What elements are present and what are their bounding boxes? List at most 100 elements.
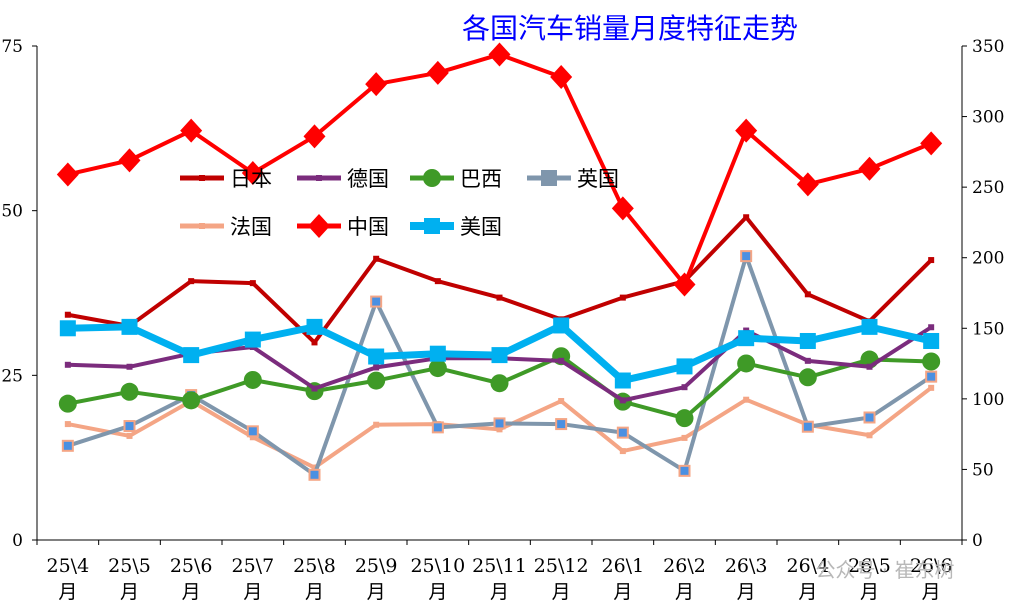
series-英国-point — [308, 468, 321, 481]
y-right-tick-label: 200 — [972, 249, 1004, 269]
series-法国-point — [619, 448, 626, 455]
chart-title: 各国汽车销量月度特征走势 — [462, 12, 798, 45]
series-中国-point — [118, 148, 141, 173]
series-巴西-point — [243, 370, 262, 389]
y-right-tick-label: 100 — [972, 390, 1004, 410]
series-美国-point — [59, 320, 76, 337]
series-德国-point — [619, 397, 626, 404]
series-中国-point — [735, 118, 758, 143]
series-美国-point — [244, 331, 261, 348]
legend-德国-point — [316, 175, 322, 181]
x-tick-label: 25\7 — [231, 555, 274, 577]
series-法国-point — [866, 432, 873, 439]
series-德国-point — [866, 363, 873, 370]
axes: 0 25 50 75 0 50 100 150 200 250 300 350 25\4 月 25\5 月 25… — [1, 37, 1004, 603]
x-tick-label: 26\5 — [848, 555, 891, 577]
x-tick-label-line2: 月 — [58, 581, 77, 603]
series-中国-point — [426, 60, 449, 85]
series-法国-point — [928, 384, 935, 391]
legend-item-日本: 日本 — [180, 167, 272, 191]
x-tick-label: 25\12 — [534, 555, 589, 577]
series-中国-point — [673, 272, 696, 297]
series-巴西-point — [182, 391, 201, 410]
series-日本-point — [434, 278, 441, 285]
legend-label: 日本 — [230, 167, 272, 191]
series-日本-point — [743, 214, 750, 221]
series-中国-point — [796, 172, 819, 197]
series-日本-point — [804, 291, 811, 298]
y-right-tick-label: 50 — [972, 460, 994, 480]
series-美国-point — [614, 372, 631, 389]
x-tick-label-line2: 月 — [243, 581, 262, 603]
series-法国-point — [311, 464, 318, 471]
legend-item-美国: 美国 — [410, 215, 502, 239]
series-英国 — [61, 250, 938, 481]
legend-item-巴西: 巴西 — [410, 167, 502, 191]
legend-item-中国: 中国 — [297, 214, 389, 239]
x-tick-label-line2: 月 — [182, 581, 201, 603]
series-美国-point — [799, 332, 816, 349]
x-tick-label-line2: 月 — [367, 581, 386, 603]
series-日本-point — [188, 278, 195, 285]
y-right-tick-label: 350 — [972, 37, 1004, 57]
series-中国-point — [180, 118, 203, 143]
series-美国-point — [491, 347, 508, 364]
x-tick-label: 26\3 — [725, 555, 768, 577]
series-法国-point — [681, 434, 688, 441]
series-英国-point — [740, 250, 753, 263]
x-tick-label-line2: 月 — [922, 581, 941, 603]
x-tick-label: 26\4 — [786, 555, 829, 577]
series-英国-point — [123, 420, 136, 433]
series-中国-point — [488, 42, 511, 67]
series-英国-point — [616, 426, 629, 439]
legend-item-德国: 德国 — [297, 167, 389, 191]
series-日本-point — [496, 294, 503, 301]
series-美国-point — [121, 318, 138, 335]
series-日本-point — [311, 339, 318, 346]
series-英国-point — [370, 295, 383, 308]
legend-法国-point — [199, 223, 205, 229]
series-德国-point — [928, 324, 935, 331]
x-tick-label: 26\2 — [663, 555, 706, 577]
x-tick-label: 25\9 — [355, 555, 398, 577]
x-tick-label-line2: 月 — [675, 581, 694, 603]
legend-label: 法国 — [230, 215, 272, 239]
series-德国-point — [804, 357, 811, 364]
series-美国-point — [676, 358, 693, 375]
series-巴西-point — [367, 371, 386, 390]
series-英国-point — [555, 418, 568, 431]
y-right-tick-label: 150 — [972, 319, 1004, 339]
series-德国-point — [681, 384, 688, 391]
x-tick-label: 25\11 — [472, 555, 527, 577]
legend-日本-point — [199, 175, 205, 181]
series-德国-point — [373, 364, 380, 371]
watermark-text: 公众号 · 崔东树 — [815, 558, 954, 582]
series-日本-point — [249, 280, 256, 287]
series-英国-point — [493, 417, 506, 430]
legend-中国-point — [308, 214, 330, 238]
legend-label: 德国 — [347, 167, 389, 191]
legend-label: 英国 — [577, 167, 619, 191]
x-tick-label-line2: 月 — [490, 581, 509, 603]
series-英国-point — [246, 425, 259, 438]
x-tick-label: 26\1 — [601, 555, 644, 577]
series-中国-point — [550, 65, 573, 90]
series-中国-point — [365, 72, 388, 97]
series-美国-point — [553, 317, 570, 334]
series-中国-point — [611, 196, 634, 221]
x-tick-label: 25\8 — [293, 555, 336, 577]
series-法国-point — [126, 432, 133, 439]
series-巴西-point — [675, 409, 694, 428]
series-中国-point — [303, 124, 326, 149]
x-tick-label-line2: 月 — [305, 581, 324, 603]
series-美国-point — [738, 330, 755, 347]
series-日本-point — [928, 257, 935, 264]
legend-label: 美国 — [460, 215, 502, 239]
legend-label: 中国 — [347, 215, 389, 239]
series-法国-point — [558, 398, 565, 405]
x-tick-label: 26\6 — [910, 555, 953, 577]
series-法国-point — [743, 396, 750, 403]
legend-巴西-point — [423, 169, 441, 187]
